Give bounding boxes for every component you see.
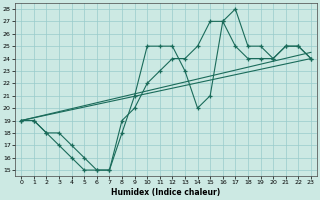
X-axis label: Humidex (Indice chaleur): Humidex (Indice chaleur) — [111, 188, 221, 197]
